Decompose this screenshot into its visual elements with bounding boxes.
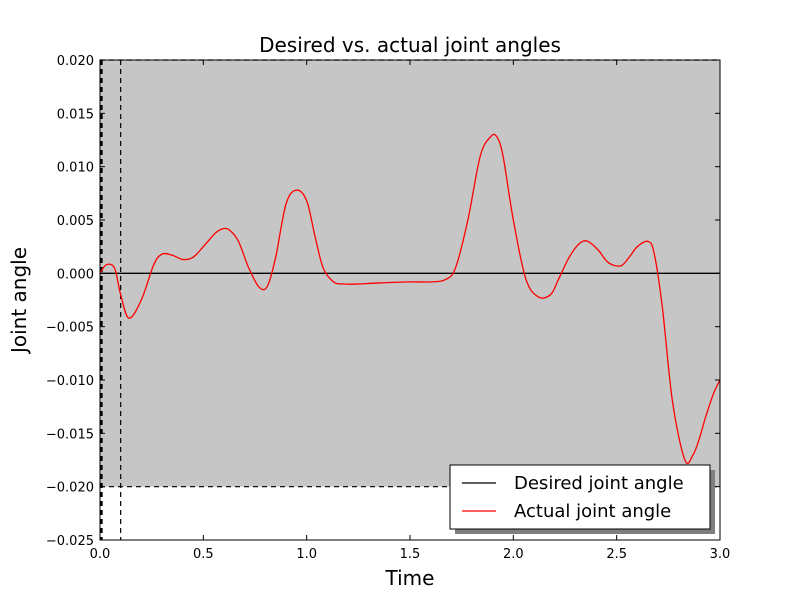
series-line-1 [99,133,721,465]
x-tick-label-0: 0.0 [90,547,111,562]
y-tick-label-1: 0.015 [57,107,94,122]
y-tick-label-7: −0.015 [46,427,94,442]
y-tick-label-9: −0.025 [46,534,94,549]
x-tick-label-2: 1.0 [296,547,317,562]
legend-label-0: Desired joint angle [514,473,684,494]
y-tick-label-5: −0.005 [46,321,94,336]
y-tick-label-2: 0.010 [57,161,94,176]
x-tick-label-4: 2.0 [503,547,524,562]
y-tick-label-3: 0.005 [57,214,94,229]
ticks-layer: 0.0 0.5 1.0 1.5 2.0 2.5 3.0 0.020 0.015 0.010 0.00… [46,54,730,562]
y-tick-label-8: −0.020 [46,481,94,496]
chart-title: Desired vs. actual joint angles [259,33,561,57]
x-tick-label-6: 3.0 [710,547,731,562]
x-tick-label-3: 1.5 [400,547,421,562]
legend-label-1: Actual joint angle [514,501,671,522]
series-layer [99,133,721,465]
y-tick-label-0: 0.020 [57,54,94,69]
x-tick-label-1: 0.5 [193,547,214,562]
legend-box [449,464,711,530]
y-tick-label-4: 0.000 [57,267,94,282]
x-tick-label-5: 2.5 [606,547,627,562]
x-axis-label: Time [385,566,435,590]
legend: Desired joint angle Actual joint angle [449,464,715,534]
y-axis-label: Joint angle [7,247,31,355]
y-tick-label-6: −0.010 [46,374,94,389]
